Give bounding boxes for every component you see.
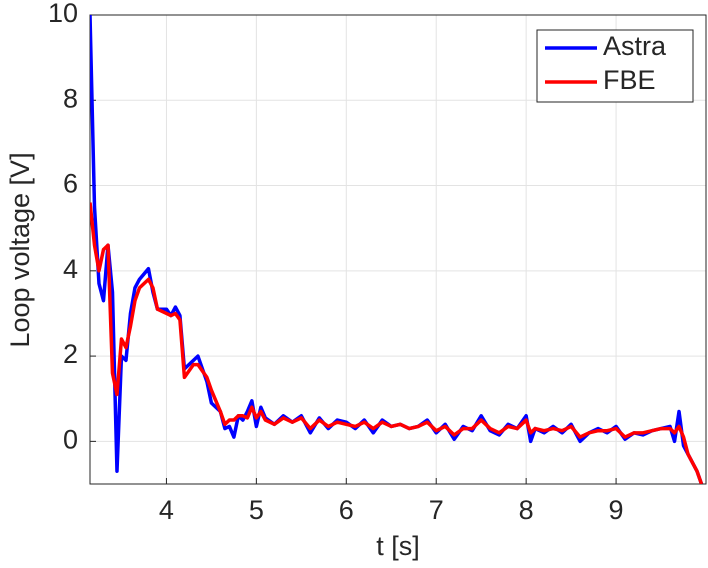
legend: Astra FBE — [536, 29, 694, 103]
y-tick-label: 2 — [63, 339, 78, 369]
x-tick-label: 4 — [159, 495, 174, 525]
x-axis-label: t [s] — [376, 531, 420, 561]
plot-area — [90, 15, 704, 484]
legend-label: Astra — [603, 31, 667, 61]
plot-frame — [89, 14, 707, 485]
y-tick-label: 6 — [63, 169, 78, 199]
x-tick-label: 7 — [429, 495, 444, 525]
x-tick-label: 9 — [609, 495, 624, 525]
legend-label: FBE — [603, 65, 656, 95]
x-tick-label: 5 — [249, 495, 264, 525]
legend-box — [536, 29, 694, 103]
y-tick-label: 10 — [48, 0, 78, 28]
y-axis-label: Loop voltage [V] — [5, 152, 35, 347]
y-tick-label: 4 — [63, 254, 78, 284]
y-tick-label: 0 — [63, 424, 78, 454]
x-tick-label: 6 — [339, 495, 354, 525]
series-line — [90, 202, 704, 484]
x-tick-label: 8 — [519, 495, 534, 525]
y-tick-label: 8 — [63, 83, 78, 113]
